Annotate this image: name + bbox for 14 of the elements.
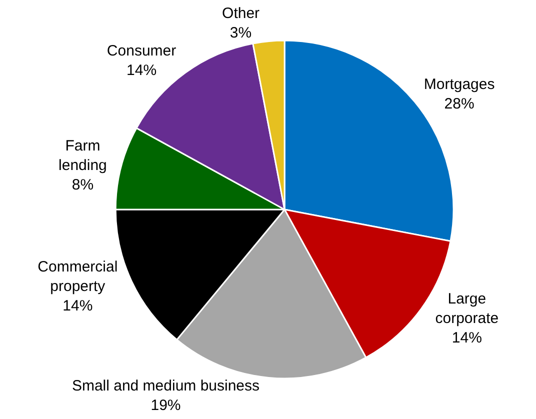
data-label: 14% [126,62,157,80]
slice-label: Commercial property [38,258,118,295]
data-label: 8% [72,176,94,194]
data-label: 28% [444,96,474,113]
slice-label: Small and medium business [72,378,260,395]
data-label: 14% [452,329,482,346]
slice-label: Farm lending [58,138,107,174]
slice-label: Large corporate [435,290,499,327]
slice-label: Mortgages [424,76,495,94]
data-label: 3% [230,24,252,42]
slice-label: Consumer [106,42,176,60]
slice-label: Other [222,4,260,22]
data-label: 19% [150,397,181,414]
data-label: 14% [62,297,93,314]
